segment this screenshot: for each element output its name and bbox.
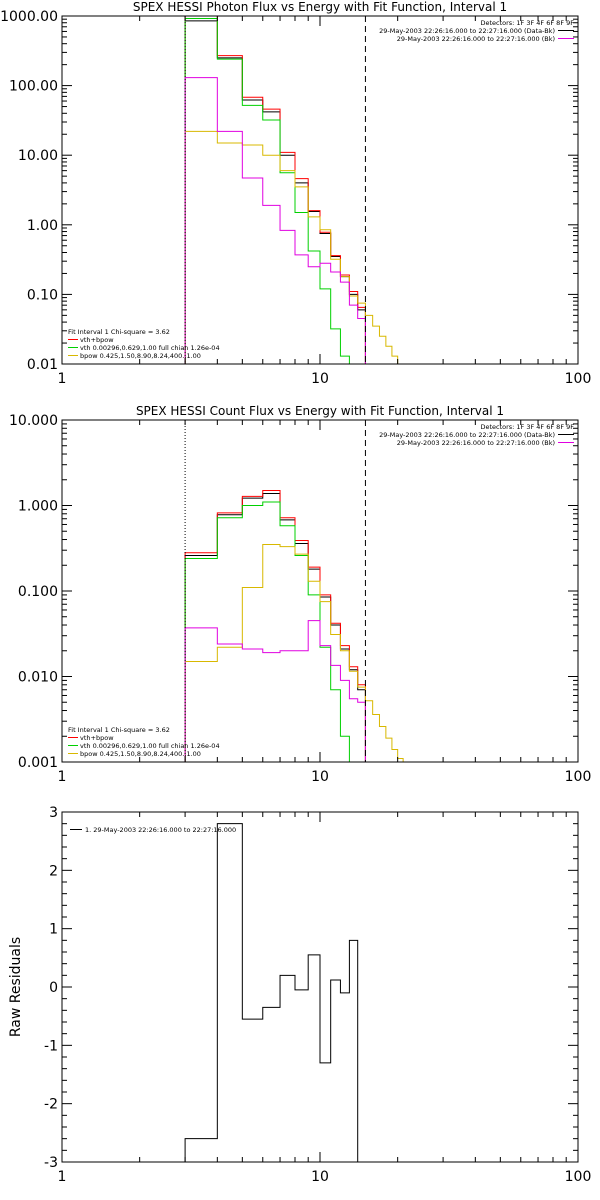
y-tick-label: 0.010 bbox=[18, 670, 58, 686]
y-tick-label: 0.100 bbox=[18, 584, 58, 600]
y-tick-label: 0.001 bbox=[18, 755, 58, 771]
chart-panel-3: Raw Residuals 1 10 100 -3 -2 -1 0 1 2 3 1. 29-May-2… bbox=[8, 805, 592, 1185]
y-tick-label: 0.01 bbox=[27, 357, 58, 373]
fit-legend-entry: bpow 0.425,1.50,8.90,8.24,400.,1.00 bbox=[80, 750, 201, 758]
legend-entry: 29-May-2003 22:26:16.000 to 22:27:16.000… bbox=[379, 27, 555, 35]
chart-panel-1: SPEX HESSI Photon Flux vs Energy with Fi… bbox=[0, 0, 591, 387]
fit-legend-entry: Fit Interval 1 Chi-square = 3.62 bbox=[68, 726, 170, 734]
y-tick-label: 10.000 bbox=[9, 413, 58, 429]
x-tick-label: 1 bbox=[58, 769, 67, 785]
y-tick-label: 100.00 bbox=[9, 79, 58, 95]
fit-legend: Fit Interval 1 Chi-square = 3.62vth+bpow… bbox=[68, 328, 220, 360]
series-bpow bbox=[184, 543, 404, 762]
legend-entry: 1. 29-May-2003 22:26:16.000 to 22:27:16.… bbox=[85, 826, 236, 834]
series-vth bbox=[184, 18, 350, 364]
series-group bbox=[184, 489, 404, 762]
legend: Detectors: 1F 3F 4F 6F 8F 9F29-May-2003 … bbox=[379, 19, 574, 43]
fit-legend-entry: Fit Interval 1 Chi-square = 3.62 bbox=[68, 328, 170, 336]
x-tick-label: 100 bbox=[565, 371, 592, 387]
legend-header: Detectors: 1F 3F 4F 6F 8F 9F bbox=[480, 423, 574, 431]
y-tick-label: -1 bbox=[44, 1038, 58, 1054]
x-tick-label: 10 bbox=[311, 769, 329, 785]
series-residuals bbox=[184, 823, 359, 1162]
y-tick-label: 0.10 bbox=[27, 287, 58, 303]
x-tick-label: 10 bbox=[311, 1169, 329, 1185]
y-tick-label: -2 bbox=[44, 1097, 58, 1113]
legend-entry: 29-May-2003 22:26:16.000 to 22:27:16.000… bbox=[397, 35, 555, 43]
series-group bbox=[184, 16, 404, 364]
y-tick-label: 1000.00 bbox=[0, 9, 58, 25]
plot-frame bbox=[61, 15, 579, 365]
series-total bbox=[184, 16, 366, 364]
x-tick-label: 1 bbox=[58, 1169, 67, 1185]
series-group bbox=[184, 823, 359, 1162]
y-axis-label: Raw Residuals bbox=[8, 937, 24, 1037]
x-tick-label: 10 bbox=[311, 371, 329, 387]
y-tick-label: 10.00 bbox=[18, 148, 58, 164]
y-tick-label: 1.00 bbox=[27, 218, 58, 234]
fit-legend-entry: bpow 0.425,1.50,8.90,8.24,400.,1.00 bbox=[80, 352, 201, 360]
series-data bbox=[184, 493, 366, 762]
x-tick-label: 100 bbox=[565, 1169, 592, 1185]
series-bpow bbox=[184, 130, 404, 364]
fit-legend-entry: vth+bpow bbox=[80, 336, 114, 344]
chart-title: SPEX HESSI Photon Flux vs Energy with Fi… bbox=[133, 0, 507, 14]
legend: 1. 29-May-2003 22:26:16.000 to 22:27:16.… bbox=[70, 826, 236, 834]
x-tick-label: 1 bbox=[58, 371, 67, 387]
chart-panel-2: SPEX HESSI Count Flux vs Energy with Fit… bbox=[9, 404, 591, 785]
series-total bbox=[184, 489, 366, 762]
y-tick-label: 2 bbox=[49, 863, 58, 879]
series-data bbox=[184, 20, 366, 364]
y-tick-label: 3 bbox=[49, 805, 58, 821]
fit-legend: Fit Interval 1 Chi-square = 3.62vth+bpow… bbox=[68, 726, 220, 758]
legend: Detectors: 1F 3F 4F 6F 8F 9F29-May-2003 … bbox=[379, 423, 574, 447]
x-tick-label: 100 bbox=[565, 769, 592, 785]
series-vth bbox=[184, 501, 350, 762]
fit-legend-entry: vth 0.00296,0.629,1.00 full chian 1.26e-… bbox=[80, 344, 220, 352]
legend-entry: 29-May-2003 22:26:16.000 to 22:27:16.000… bbox=[397, 439, 555, 447]
series-background bbox=[184, 620, 366, 762]
y-tick-label: 1.000 bbox=[18, 499, 58, 515]
fit-legend-entry: vth 0.00296,0.629,1.00 full chian 1.26e-… bbox=[80, 742, 220, 750]
chart-title: SPEX HESSI Count Flux vs Energy with Fit… bbox=[136, 404, 504, 418]
legend-entry: 29-May-2003 22:26:16.000 to 22:27:16.000… bbox=[379, 431, 555, 439]
y-tick-label: -3 bbox=[44, 1155, 58, 1171]
fit-legend-entry: vth+bpow bbox=[80, 734, 114, 742]
y-tick-label: 0 bbox=[49, 980, 58, 996]
legend-header: Detectors: 1F 3F 4F 6F 8F 9F bbox=[480, 19, 574, 27]
series-background bbox=[184, 77, 366, 364]
y-tick-label: 1 bbox=[49, 922, 58, 938]
